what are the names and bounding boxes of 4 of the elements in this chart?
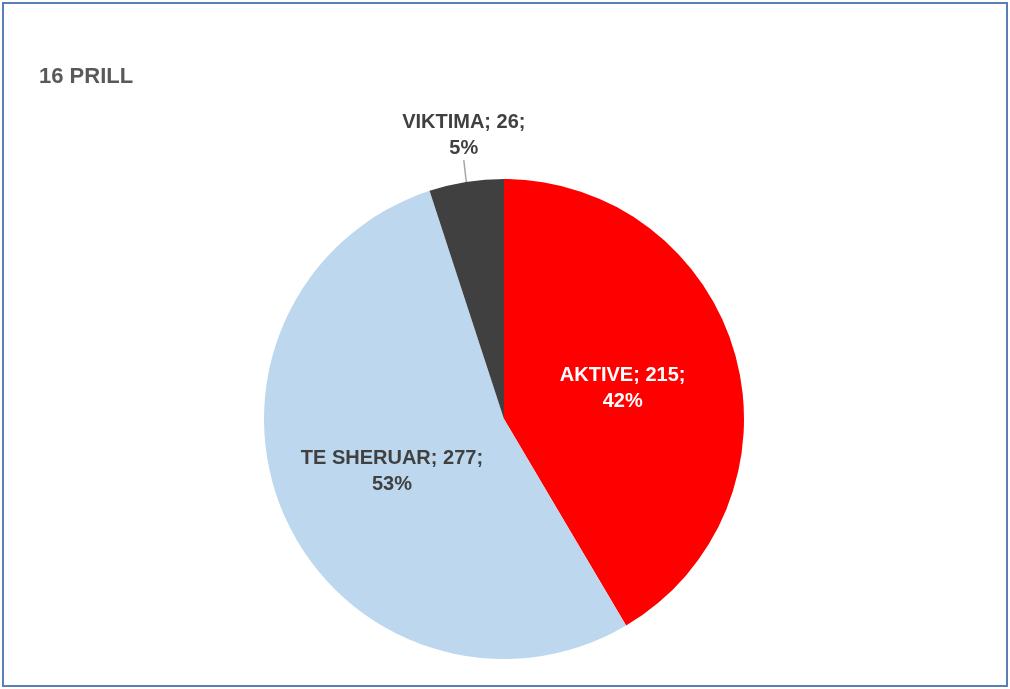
slice-label: TE SHERUAR; 277; 53% [300, 445, 484, 494]
text: 16 PRILL [39, 62, 134, 88]
slice-label: VIKTIMA; 26; 5% [402, 110, 526, 159]
slice-label: AKTIVE; 215; 42% [559, 362, 686, 411]
